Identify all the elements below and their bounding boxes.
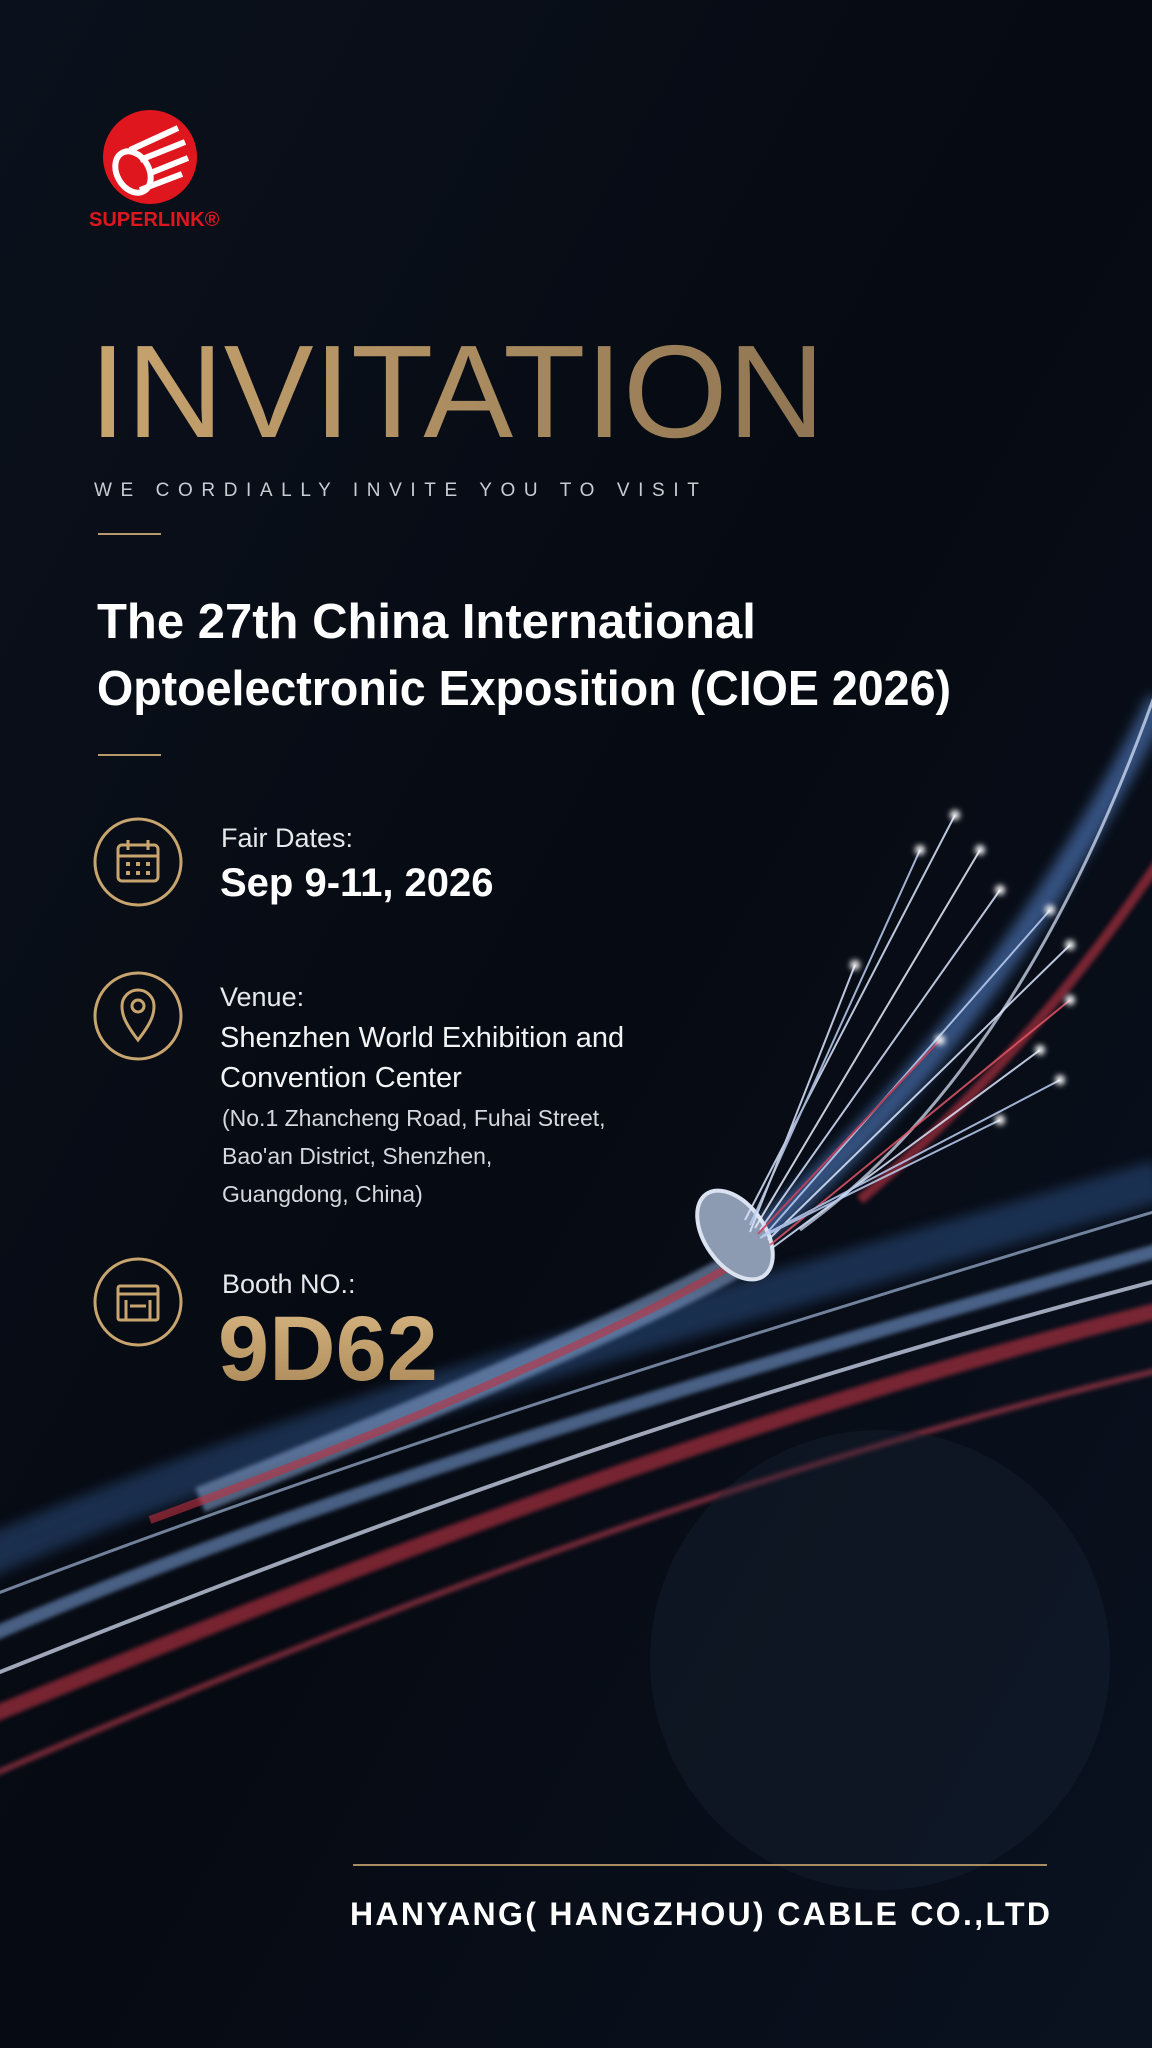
detail-label: Venue: xyxy=(220,982,304,1012)
invitation-title: INVITATION xyxy=(89,318,825,465)
divider xyxy=(98,533,161,535)
subtitle: WE CORDIALLY INVITE YOU TO VISIT xyxy=(94,480,707,501)
company-name: HANYANG( HANGZHOU) CABLE CO.,LTD xyxy=(350,1896,1050,1932)
booth-icon xyxy=(93,1257,183,1347)
detail-label: Fair Dates: xyxy=(221,823,353,853)
fiber-streaks xyxy=(0,694,1152,1890)
detail-label: Booth NO.: xyxy=(222,1269,356,1299)
address: Bao'an District, Shenzhen, xyxy=(222,1143,492,1169)
location-icon xyxy=(93,971,183,1061)
venue: Convention Center xyxy=(220,1062,462,1094)
cable-fibers xyxy=(695,810,1075,1282)
event-title: The 27th China International xyxy=(97,595,756,649)
fair-dates: Sep 9-11, 2026 xyxy=(220,861,494,905)
calendar-icon xyxy=(93,817,183,907)
address: Guangdong, China) xyxy=(222,1181,423,1207)
address: (No.1 Zhancheng Road, Fuhai Street, xyxy=(222,1105,606,1131)
event-title: Optoelectronic Exposition (CIOE 2026) xyxy=(97,662,951,716)
footer-line xyxy=(353,1864,1047,1866)
divider xyxy=(98,754,161,756)
venue: Shenzhen World Exhibition and xyxy=(220,1022,624,1054)
booth-number: 9D62 xyxy=(218,1298,438,1400)
logo: SUPERLINK® xyxy=(89,110,220,231)
logo-text: SUPERLINK® xyxy=(89,209,220,231)
